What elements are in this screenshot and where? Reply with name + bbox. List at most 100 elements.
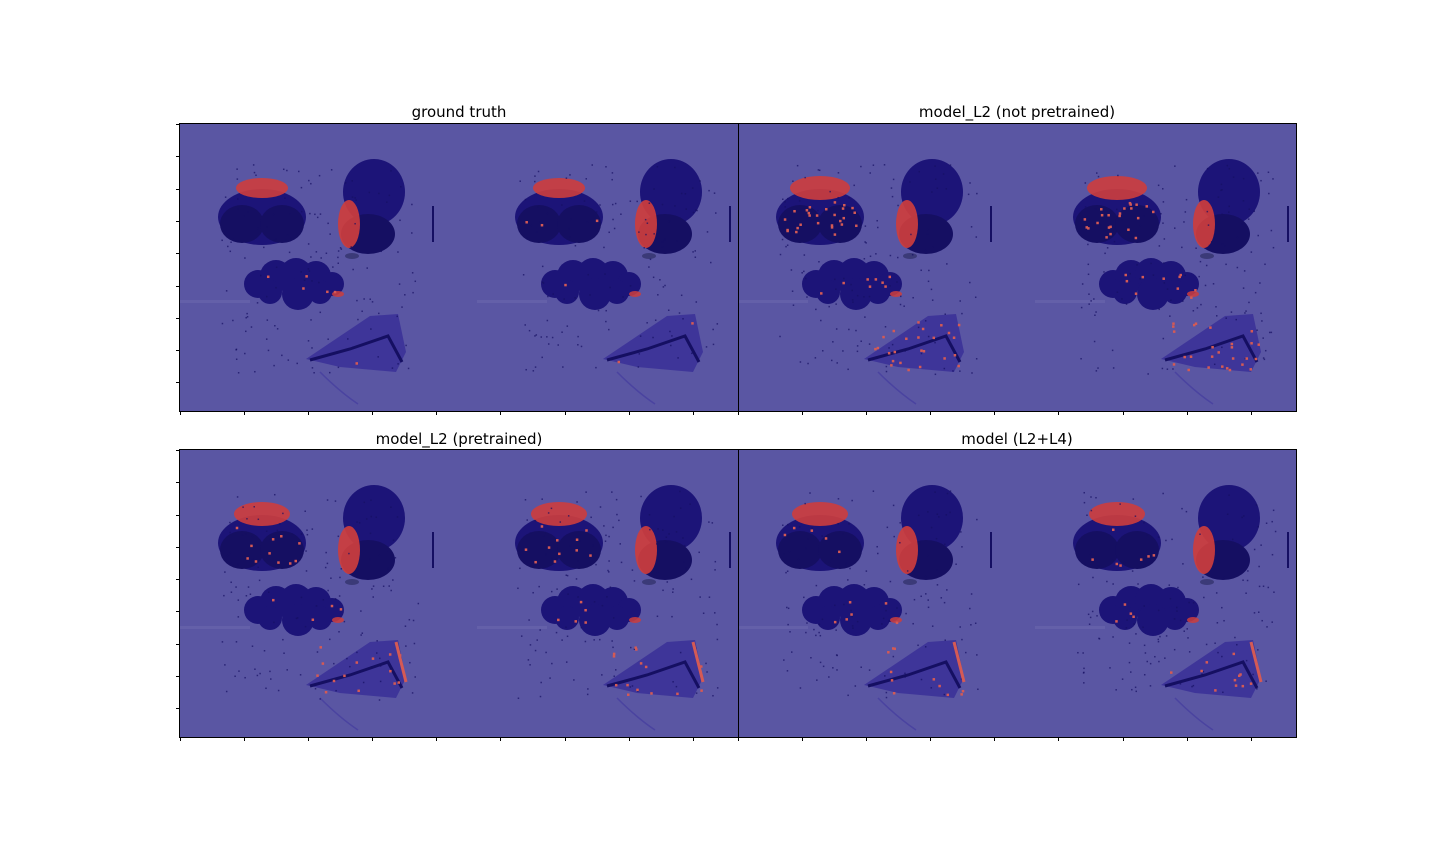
noise-speck bbox=[550, 507, 553, 510]
noise-speck bbox=[1146, 534, 1148, 537]
tissue-lobe bbox=[557, 205, 601, 243]
noise-speck bbox=[278, 523, 281, 525]
noise-speck bbox=[821, 535, 823, 537]
noise-speck bbox=[346, 657, 348, 660]
noise-speck bbox=[1143, 644, 1146, 647]
streak bbox=[180, 626, 250, 629]
noise-speck bbox=[378, 312, 380, 315]
noise-speck bbox=[711, 522, 714, 524]
noise-speck bbox=[1271, 621, 1273, 623]
noise-speck bbox=[354, 197, 356, 199]
noise-speck bbox=[236, 496, 239, 498]
noise-speck bbox=[853, 184, 855, 187]
noise-speck bbox=[405, 645, 407, 647]
tissue-section bbox=[306, 640, 406, 698]
noise-speck bbox=[803, 270, 805, 273]
noise-speck bbox=[1082, 652, 1084, 654]
noise-speck bbox=[816, 679, 818, 681]
noise-speck bbox=[325, 252, 328, 255]
noise-speck bbox=[583, 200, 586, 202]
noise-speck bbox=[664, 284, 666, 287]
noise-speck bbox=[648, 266, 650, 268]
noise-speck bbox=[327, 338, 329, 340]
noise-speck bbox=[692, 251, 694, 253]
noise-speck bbox=[796, 164, 799, 167]
noise-speck bbox=[267, 349, 270, 352]
prediction-speck bbox=[1238, 674, 1241, 678]
noise-speck bbox=[565, 574, 568, 576]
noise-speck bbox=[852, 301, 854, 303]
artefact bbox=[432, 532, 434, 568]
noise-speck bbox=[673, 515, 675, 518]
noise-speck bbox=[324, 566, 327, 569]
noise-speck bbox=[1225, 263, 1227, 266]
noise-speck bbox=[633, 580, 636, 582]
shadow bbox=[642, 579, 656, 585]
axis-tick bbox=[176, 644, 180, 645]
noise-speck bbox=[1166, 288, 1169, 290]
prediction-speck bbox=[1111, 528, 1115, 532]
tissue-edge bbox=[877, 697, 917, 731]
noise-speck bbox=[411, 692, 414, 694]
tissue-lobe bbox=[1163, 280, 1187, 304]
noise-speck bbox=[845, 563, 847, 566]
noise-speck bbox=[550, 590, 553, 593]
noise-speck bbox=[952, 370, 954, 372]
noise-speck bbox=[1272, 509, 1275, 512]
noise-speck bbox=[529, 664, 531, 666]
noise-speck bbox=[864, 316, 866, 318]
noise-speck bbox=[836, 557, 839, 560]
noise-speck bbox=[930, 288, 933, 291]
noise-speck bbox=[705, 346, 708, 348]
noise-speck bbox=[1083, 501, 1086, 504]
noise-speck bbox=[350, 246, 352, 248]
noise-speck bbox=[714, 569, 716, 571]
noise-speck bbox=[949, 164, 952, 166]
noise-speck bbox=[913, 598, 916, 601]
axis-tick bbox=[1251, 411, 1252, 415]
prediction-speck bbox=[1135, 203, 1138, 206]
noise-speck bbox=[678, 312, 681, 314]
prediction-speck bbox=[890, 364, 893, 367]
noise-speck bbox=[783, 659, 785, 661]
noise-speck bbox=[1242, 287, 1245, 289]
noise-speck bbox=[576, 501, 578, 503]
noise-speck bbox=[685, 568, 687, 570]
noise-speck bbox=[1112, 367, 1115, 369]
noise-speck bbox=[1157, 640, 1160, 643]
noise-speck bbox=[807, 362, 809, 365]
prediction-speck bbox=[1232, 652, 1236, 656]
prediction-speck bbox=[575, 538, 579, 541]
segmentation-region bbox=[635, 200, 657, 248]
noise-speck bbox=[803, 596, 805, 599]
noise-speck bbox=[782, 524, 784, 527]
noise-speck bbox=[885, 370, 888, 373]
noise-speck bbox=[590, 516, 592, 519]
prediction-speck bbox=[946, 693, 950, 697]
noise-speck bbox=[970, 226, 973, 228]
noise-speck bbox=[235, 586, 237, 588]
prediction-speck bbox=[547, 546, 551, 549]
tissue-edge bbox=[319, 697, 359, 731]
noise-speck bbox=[864, 225, 867, 227]
noise-speck bbox=[868, 669, 871, 671]
noise-speck bbox=[1094, 314, 1096, 316]
noise-speck bbox=[555, 558, 557, 560]
noise-speck bbox=[238, 670, 240, 672]
noise-speck bbox=[1255, 504, 1258, 506]
noise-speck bbox=[1243, 515, 1245, 517]
noise-speck bbox=[390, 506, 392, 508]
segmentation-region bbox=[1249, 641, 1263, 683]
noise-speck bbox=[1125, 627, 1128, 629]
noise-speck bbox=[712, 694, 714, 697]
noise-speck bbox=[784, 206, 786, 208]
tissue-edge bbox=[1174, 371, 1214, 405]
noise-speck bbox=[1216, 315, 1218, 317]
prediction-speck bbox=[792, 526, 796, 530]
artefact bbox=[990, 532, 992, 568]
noise-speck bbox=[934, 491, 936, 493]
noise-speck bbox=[809, 492, 811, 494]
axis-tick bbox=[176, 611, 180, 612]
noise-speck bbox=[924, 249, 927, 252]
prediction-speck bbox=[639, 662, 643, 665]
